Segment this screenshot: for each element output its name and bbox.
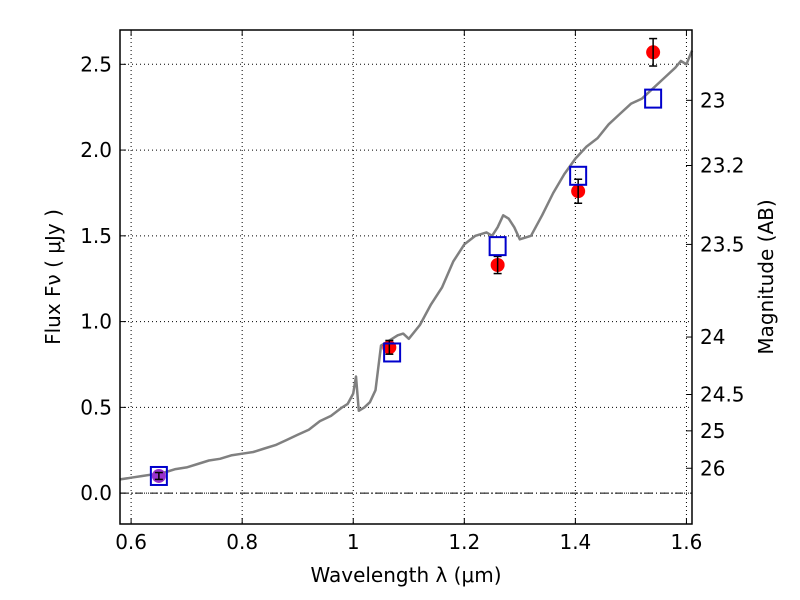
right-tick-label: 24 [700, 325, 725, 349]
model-spectrum-layer [119, 50, 694, 481]
right-tick-label: 24.5 [700, 382, 745, 406]
x-axis-label: Wavelength λ (μm) [310, 563, 501, 587]
x-tick-label: 1.4 [559, 530, 591, 554]
plot-frame [119, 29, 693, 525]
right-tick-label: 26 [700, 456, 725, 480]
x-tick-label: 1 [347, 530, 360, 554]
synthetic-point [488, 236, 507, 257]
x-tick-label: 0.6 [115, 530, 147, 554]
right-axis-label: Magnitude (AB) [754, 199, 778, 354]
synthetic-point [569, 165, 588, 186]
x-tick-label: 0.8 [226, 530, 258, 554]
right-tick-label: 23.5 [700, 232, 745, 256]
y-tick-label: 0.0 [80, 481, 112, 505]
right-tick-label: 23 [700, 88, 725, 112]
synthetic-point [149, 465, 168, 486]
tick-layer: 0.6 0.8 1 1.2 1.4 1.6 0.0 0.5 1.0 1.5 2.0 2.5 23 23.2… [80, 30, 745, 554]
y-tick-label: 1.5 [80, 224, 112, 248]
y-axis-label: Flux Fν ( μJy ) [41, 209, 65, 345]
right-tick-label: 25 [700, 419, 725, 443]
y-tick-label: 2.5 [80, 52, 112, 76]
right-tick-label: 23.2 [700, 154, 745, 178]
y-tick-label: 0.5 [80, 395, 112, 419]
y-tick-label: 2.0 [80, 138, 112, 162]
x-tick-label: 1.6 [671, 530, 703, 554]
synthetic-point [383, 342, 402, 363]
y-tick-label: 1.0 [80, 310, 112, 334]
x-tick-label: 1.2 [448, 530, 480, 554]
synthetic-point [644, 88, 663, 109]
synthetic-points-layer [149, 88, 663, 486]
model-spectrum-line [119, 50, 694, 481]
